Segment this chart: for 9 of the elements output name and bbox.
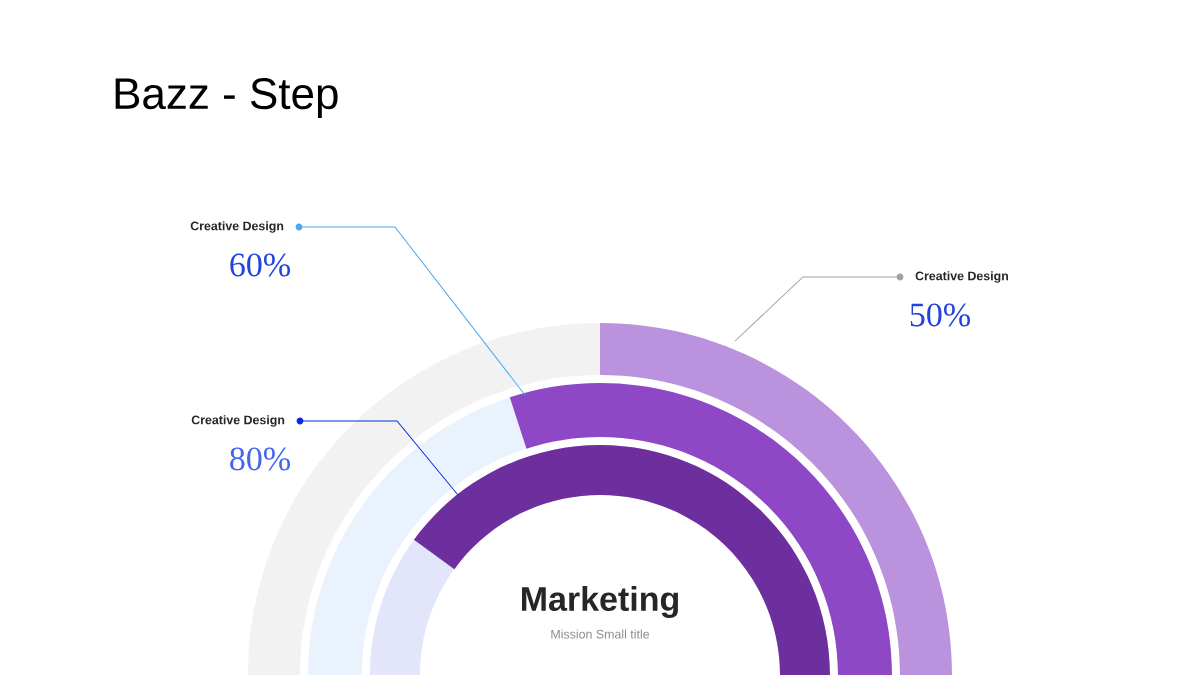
data-label: 50% xyxy=(910,303,971,327)
text: Bazz - Step xyxy=(115,78,338,118)
data-label: 60% xyxy=(230,253,290,277)
category-label: Creative Design xyxy=(190,221,284,233)
category-label: Creative Design xyxy=(191,415,285,427)
text: Mission Small title xyxy=(551,629,650,639)
category-label: Creative Design xyxy=(915,271,1009,283)
text: Marketing xyxy=(522,586,679,618)
data-label: 80% xyxy=(230,447,290,471)
